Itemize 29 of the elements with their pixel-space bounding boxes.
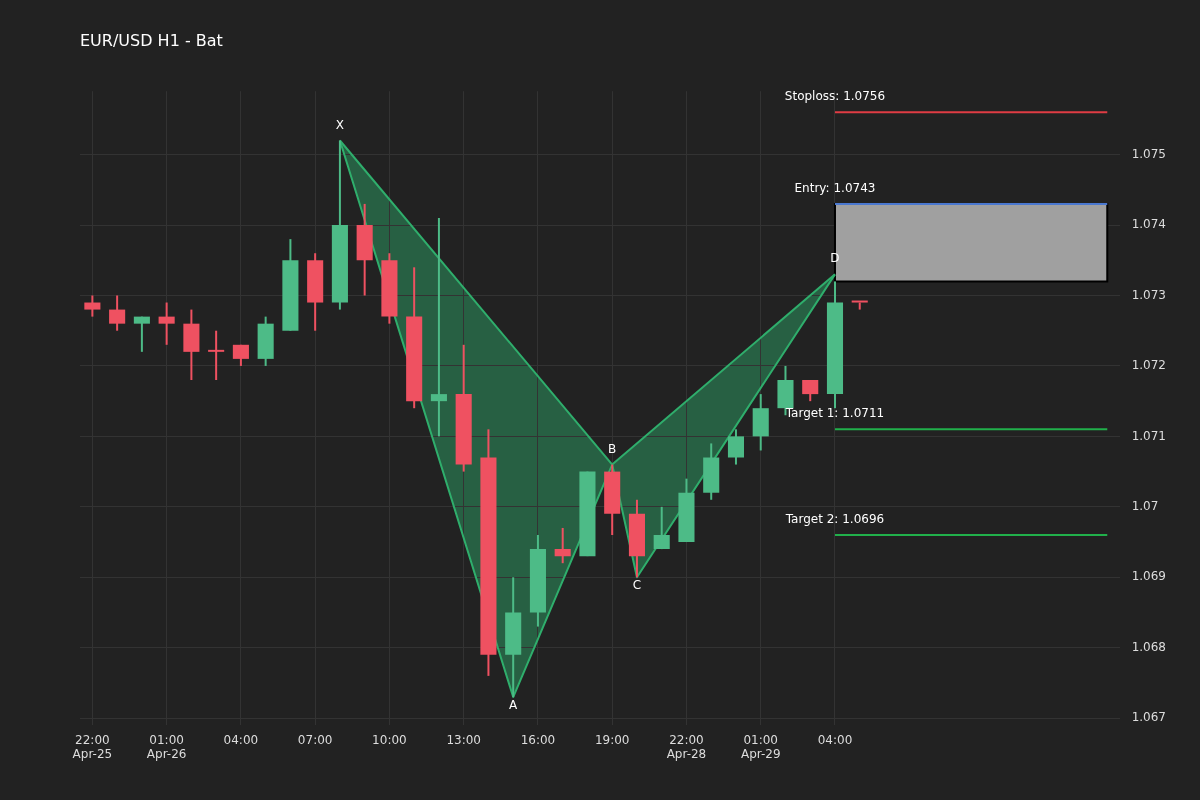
x-tick-label: 22:00 Apr-28: [666, 732, 707, 761]
y-tick-label: 1.073: [1131, 287, 1167, 302]
y-tick-label: 1.075: [1131, 146, 1167, 161]
data-label: C: [632, 578, 642, 593]
y-tick-label: 1.072: [1131, 358, 1167, 373]
data-label: Stoploss: 1.0756: [784, 89, 886, 104]
y-tick-label: 1.068: [1131, 639, 1167, 654]
y-tick-label: 1.067: [1131, 710, 1167, 725]
x-tick-label: 01:00 Apr-26: [146, 732, 187, 761]
y-tick-label: 1.069: [1131, 569, 1167, 584]
chart-title: EUR/USD H1 - Bat: [80, 30, 223, 50]
x-tick-label: 13:00: [446, 732, 481, 747]
data-label: A: [509, 698, 519, 713]
x-tick-label: 01:00 Apr-29: [740, 732, 781, 761]
x-tick-label: 16:00: [520, 732, 556, 747]
x-tick-label: 07:00: [297, 732, 333, 747]
x-tick-label: 22:00 Apr-25: [72, 732, 113, 761]
data-label: B: [608, 441, 617, 456]
x-tick-label: 04:00: [223, 732, 259, 747]
x-tick-label: 04:00: [817, 732, 853, 747]
data-label: Target 2: 1.0696: [784, 512, 885, 527]
y-tick-label: 1.074: [1131, 217, 1167, 232]
x-tick-label: 19:00: [594, 732, 630, 747]
y-tick-label: 1.071: [1131, 428, 1167, 443]
data-label: Target 1: 1.0711: [784, 406, 885, 421]
data-label: Entry: 1.0743: [794, 181, 876, 196]
y-tick-label: 1.07: [1131, 498, 1159, 513]
x-tick-label: 10:00: [372, 732, 407, 747]
data-label: X: [335, 117, 345, 132]
